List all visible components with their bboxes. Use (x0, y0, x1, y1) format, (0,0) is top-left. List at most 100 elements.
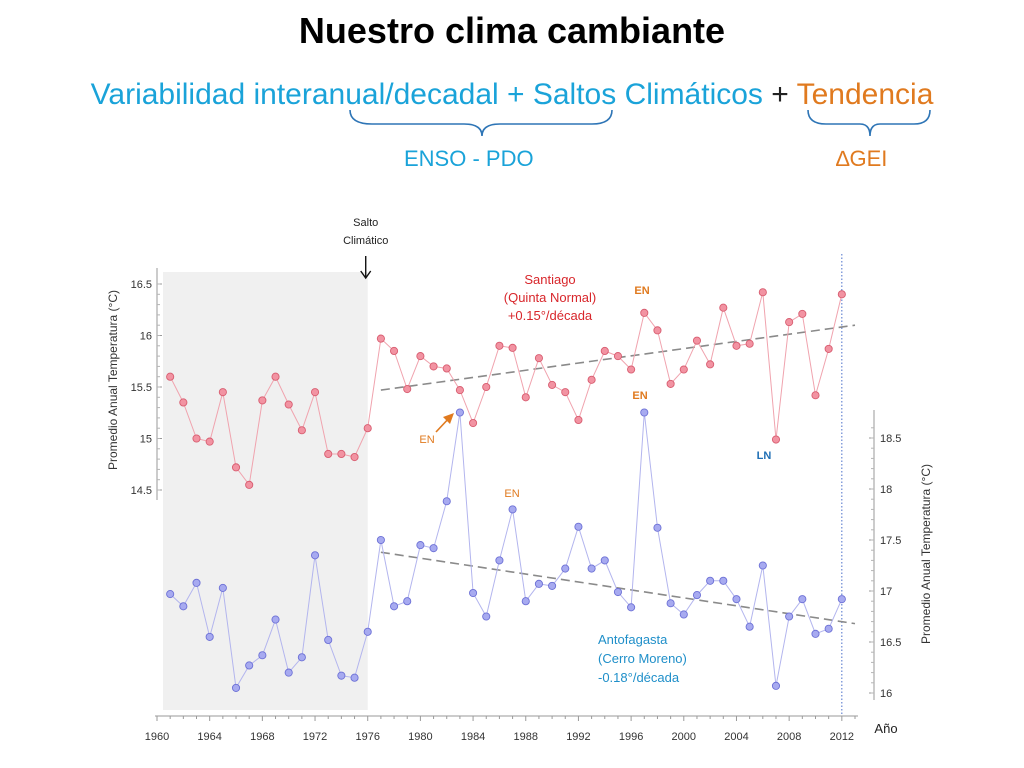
santiago-points (166, 288, 846, 489)
slide-subtitle: Variabilidad interanual/decadal + Saltos… (0, 78, 1024, 112)
subtitle-variability: Variabilidad interanual/decadal + Saltos… (90, 78, 763, 111)
antofagasta-point (192, 578, 201, 587)
x-tick-label: 2008 (777, 731, 801, 743)
antofagasta-point (745, 622, 754, 631)
santiago-point (508, 343, 517, 352)
left-tick-label: 14.5 (131, 485, 152, 497)
santiago-point (271, 372, 280, 381)
antofagasta-point (310, 551, 320, 560)
subtitle-plus: + (771, 78, 789, 111)
x-tick-label: 1968 (250, 731, 274, 743)
x-tick-label: 1988 (514, 731, 538, 743)
antofagasta-point (692, 591, 702, 600)
right-y-axis-label: Promedio Anual Temperatura (°C) (919, 464, 933, 644)
pre-jump-shaded-period (163, 272, 368, 710)
santiago-point (561, 388, 570, 397)
antofagasta-point (666, 599, 675, 608)
right-tick-label: 16 (880, 688, 892, 700)
santiago-point (482, 382, 491, 392)
antofagasta-point (534, 579, 543, 588)
santiago-point (534, 354, 543, 363)
santiago-point (745, 339, 754, 348)
santiago-point (258, 396, 267, 405)
antofagasta-point (482, 612, 491, 621)
antofagasta-point (653, 523, 662, 532)
santiago-point (692, 336, 702, 345)
antofagasta-point (337, 671, 346, 680)
antofagasta-label-station: (Cerro Moreno) (598, 651, 687, 666)
santiago-point (337, 449, 346, 459)
santiago-point (798, 309, 807, 318)
antofagasta-point (758, 561, 767, 570)
antofagasta-point (363, 627, 372, 636)
left-y-ticks: 14.5 15 15.5 16 16.5 (131, 279, 162, 497)
annotation-en-1997-antofagasta: EN (632, 390, 647, 402)
antofagasta-point (429, 544, 438, 553)
santiago-point (600, 346, 609, 356)
x-ticks: 1960 1964 1968 1972 1976 1980 1984 1988 1992 1996… (145, 716, 856, 743)
antofagasta-point (376, 535, 385, 545)
right-tick-label: 18.5 (880, 433, 901, 445)
antofagasta-label-name: Antofagasta (598, 632, 668, 647)
antofagasta-point (561, 564, 570, 573)
santiago-point (548, 380, 557, 389)
right-tick-label: 17 (880, 586, 892, 598)
antofagasta-point (627, 603, 636, 612)
antofagasta-point (442, 497, 451, 506)
antofagasta-point (785, 612, 794, 621)
santiago-point (666, 379, 675, 388)
annotation-en-1982-arrowhead-icon (443, 413, 454, 424)
x-tick-label: 1980 (408, 731, 432, 743)
santiago-point (324, 449, 333, 459)
antofagasta-point (548, 581, 557, 590)
santiago-point (719, 303, 728, 312)
antofagasta-trend-line (380, 551, 856, 625)
santiago-label-station: (Quinta Normal) (504, 290, 596, 305)
santiago-point (166, 372, 175, 381)
salto-label-line2: Climático (343, 235, 388, 247)
x-tick-label: 1992 (566, 731, 590, 743)
antofagasta-point (837, 595, 846, 604)
santiago-series-line (169, 292, 843, 487)
santiago-point (205, 437, 214, 446)
right-tick-label: 17.5 (880, 535, 901, 547)
antofagasta-point (166, 590, 175, 599)
gei-label: ∆GEI (836, 146, 888, 171)
right-y-ticks: 16 16.5 17 17.5 18 18.5 (869, 427, 901, 700)
antofagasta-point (574, 522, 583, 531)
santiago-point (310, 388, 320, 397)
antofagasta-point (297, 653, 306, 662)
santiago-point (390, 346, 399, 356)
antofagasta-point (587, 564, 596, 573)
santiago-point (811, 391, 820, 400)
x-tick-label: 2000 (672, 731, 696, 743)
antofagasta-point (600, 556, 609, 565)
santiago-point (824, 344, 833, 353)
santiago-point (640, 308, 649, 317)
santiago-point (363, 424, 372, 433)
left-tick-label: 15 (140, 434, 152, 446)
antofagasta-point (521, 597, 530, 606)
antofagasta-point (798, 595, 807, 604)
antofagasta-point (719, 576, 728, 585)
x-tick-label: 2012 (830, 731, 854, 743)
x-tick-label: 1976 (355, 731, 379, 743)
santiago-point (732, 341, 741, 350)
santiago-point (469, 418, 478, 428)
x-axis-label: Año (874, 721, 897, 736)
santiago-point (771, 435, 781, 444)
antofagasta-point (324, 635, 333, 645)
antofagasta-point (495, 556, 504, 565)
antofagasta-point (732, 595, 741, 604)
antofagasta-label-trend: -0.18°/década (598, 670, 680, 685)
enso-pdo-label: ENSO - PDO (404, 146, 534, 171)
annotation-en-1997-santiago: EN (634, 285, 649, 297)
antofagasta-point (469, 588, 478, 598)
santiago-point (231, 463, 241, 472)
santiago-point (785, 318, 794, 327)
salto-arrow-head (360, 270, 372, 280)
santiago-label-name: Santiago (524, 272, 575, 287)
santiago-point (587, 375, 596, 384)
antofagasta-point (245, 661, 254, 670)
